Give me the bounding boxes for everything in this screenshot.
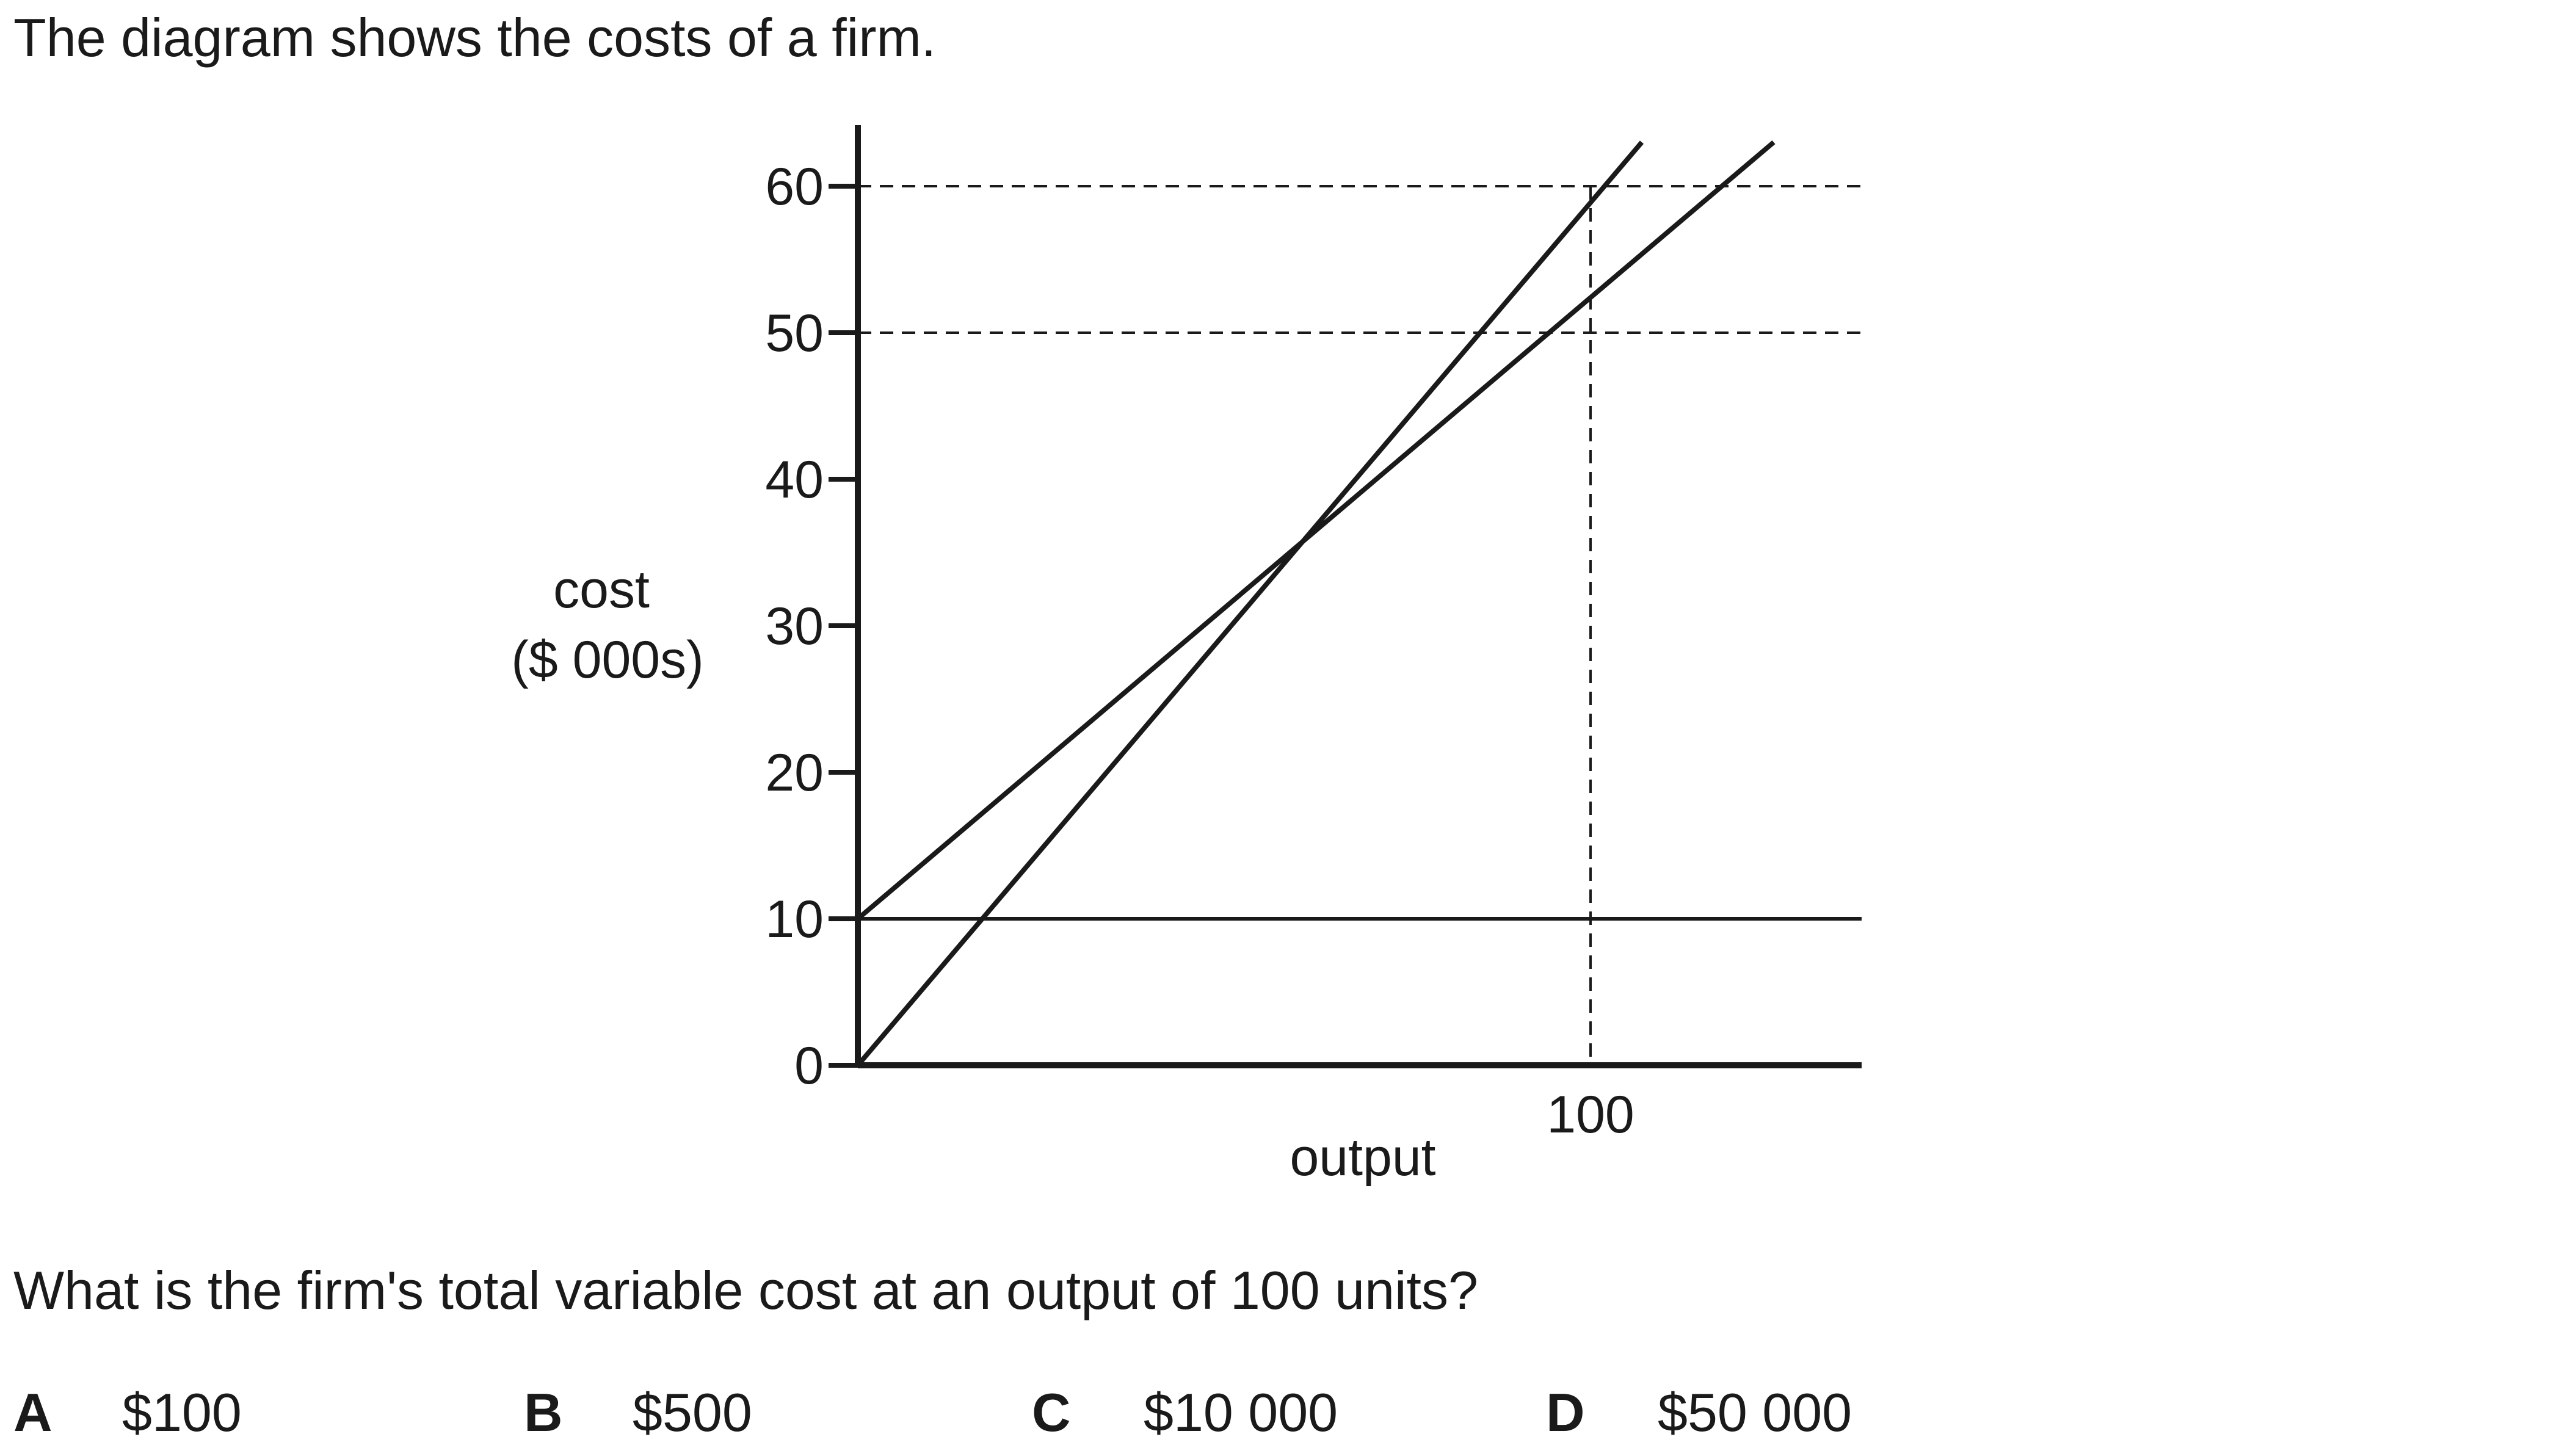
guide-lines (858, 185, 1862, 1065)
option-c-value: $10 000 (1144, 1382, 1338, 1443)
y-tick-label-30: 30 (765, 597, 824, 656)
y-tick-label-20: 20 (765, 744, 824, 802)
option-c-letter: C (1032, 1382, 1071, 1443)
x-tick-label-100: 100 (1547, 1085, 1634, 1144)
option-a-value: $100 (122, 1382, 242, 1443)
option-a-letter: A (13, 1382, 53, 1443)
total-cost-line (856, 140, 1776, 921)
y-tick-label-10: 10 (765, 890, 824, 949)
x-axis-label: output (1290, 1128, 1435, 1187)
option-b-letter: B (524, 1382, 563, 1443)
option-b-value: $500 (633, 1382, 752, 1443)
y-ticks: 0 10 20 30 40 50 60 (765, 158, 858, 1095)
axes (855, 125, 1862, 1068)
option-d-value: $50 000 (1658, 1382, 1852, 1443)
y-axis-label-line2: ($ 000s) (511, 631, 704, 689)
y-axis-label-line1: cost (553, 560, 650, 619)
variable-cost-line (855, 140, 1644, 1067)
cost-lines (855, 140, 1862, 1067)
y-tick-label-0: 0 (794, 1037, 824, 1095)
question-text: What is the firm's total variable cost a… (13, 1260, 1478, 1320)
y-tick-label-60: 60 (765, 158, 824, 216)
y-tick-label-40: 40 (765, 451, 824, 509)
y-tick-label-50: 50 (765, 304, 824, 363)
option-d-letter: D (1546, 1382, 1585, 1443)
intro-text: The diagram shows the costs of a firm. (13, 7, 937, 68)
